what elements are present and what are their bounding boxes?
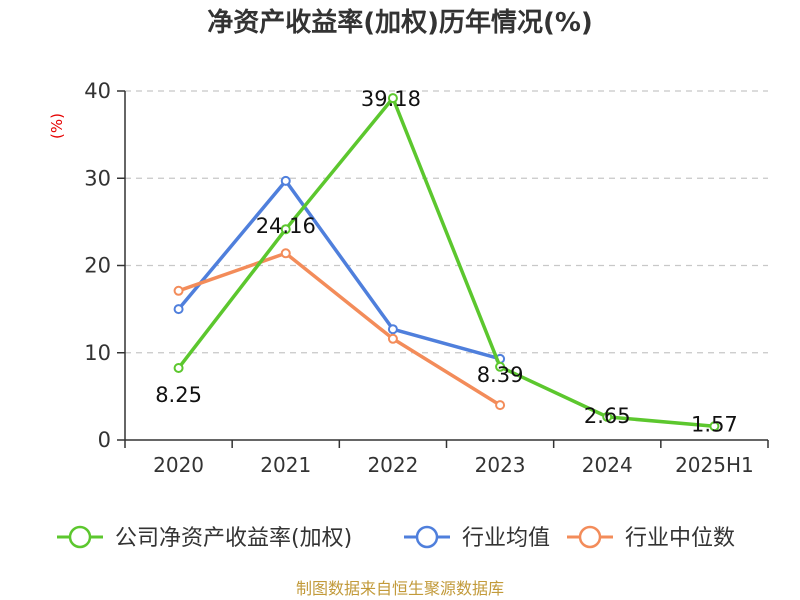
series-line-2 xyxy=(178,251,502,407)
legend-label: 公司净资产收益率(加权) xyxy=(115,526,352,551)
data-point[interactable] xyxy=(602,411,613,422)
data-point[interactable] xyxy=(280,175,291,186)
data-point[interactable] xyxy=(173,363,184,374)
data-point[interactable] xyxy=(280,224,291,235)
data-label: 8.39 xyxy=(477,363,524,387)
data-point[interactable] xyxy=(495,361,506,372)
data-label: 1.57 xyxy=(691,412,738,436)
data-point[interactable] xyxy=(387,93,398,104)
data-labels: 8.25 24.16 39.18 8.39 2.65 1.57 xyxy=(155,87,738,436)
data-label: 8.25 xyxy=(155,383,202,407)
y-tick-label: 0 xyxy=(98,428,111,452)
legend-marker xyxy=(68,525,92,549)
data-point[interactable] xyxy=(280,248,291,259)
legend-marker xyxy=(578,525,602,549)
data-point[interactable] xyxy=(495,400,506,411)
data-point[interactable] xyxy=(173,304,184,315)
legend[interactable]: 公司净资产收益率(加权) 行业均值 行业中位数 xyxy=(57,525,735,551)
data-point[interactable] xyxy=(387,333,398,344)
x-tick-label: 2021 xyxy=(260,453,311,477)
data-label: 39.18 xyxy=(361,87,421,111)
grid-lines xyxy=(125,90,768,354)
data-point[interactable] xyxy=(387,324,398,335)
y-axis-label: (%) xyxy=(48,113,66,139)
legend-item-2[interactable]: 行业中位数 xyxy=(567,525,735,551)
legend-label: 行业中位数 xyxy=(625,526,735,551)
legend-item-0[interactable]: 公司净资产收益率(加权) xyxy=(57,525,352,551)
y-tick-label: 40 xyxy=(84,79,111,103)
chart-title: 净资产收益率(加权)历年情况(%) xyxy=(207,7,593,38)
data-label: 24.16 xyxy=(256,214,316,238)
x-tick-label: 2025H1 xyxy=(675,453,754,477)
x-tick-label: 2022 xyxy=(367,453,418,477)
y-tick-label: 10 xyxy=(84,341,111,365)
x-tick-label: 2023 xyxy=(475,453,526,477)
axes: 0 10 20 30 40 2020 2021 2022 2023 2024 2025H1 xyxy=(84,79,769,477)
data-point[interactable] xyxy=(709,421,720,432)
x-tick-label: 2024 xyxy=(582,453,633,477)
legend-marker xyxy=(415,525,439,549)
data-label: 2.65 xyxy=(584,404,631,428)
source-note: 制图数据来自恒生聚源数据库 xyxy=(296,579,504,598)
series-lines xyxy=(173,93,720,432)
series-line-1 xyxy=(177,179,501,361)
y-tick-label: 20 xyxy=(84,254,111,278)
y-tick-label: 30 xyxy=(84,166,111,190)
legend-label: 行业均值 xyxy=(462,526,550,551)
data-point[interactable] xyxy=(173,285,184,296)
x-tick-label: 2020 xyxy=(153,453,204,477)
series-line-0 xyxy=(177,96,715,429)
legend-item-1[interactable]: 行业均值 xyxy=(404,525,550,551)
